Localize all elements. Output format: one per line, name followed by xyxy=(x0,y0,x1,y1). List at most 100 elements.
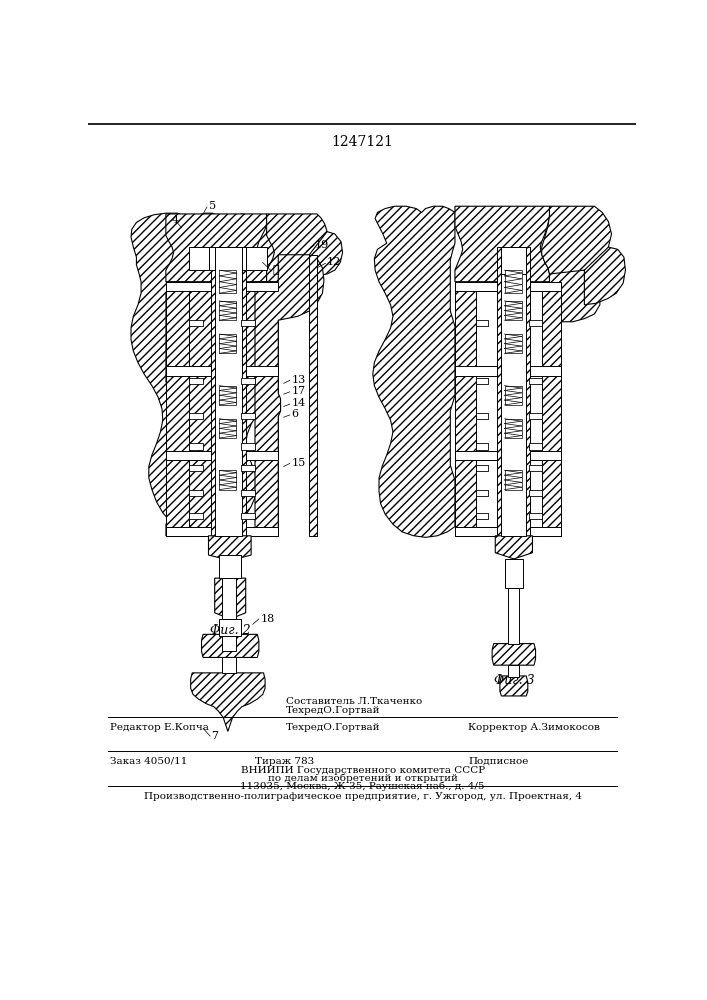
Bar xyxy=(223,578,236,651)
Text: 19: 19 xyxy=(315,240,329,250)
Text: 6: 6 xyxy=(291,409,298,419)
Text: ТехредО.Гортвай: ТехредО.Гортвай xyxy=(286,706,380,715)
Bar xyxy=(530,378,542,384)
Bar xyxy=(219,270,236,293)
Text: Составитель Л.Ткаченко: Составитель Л.Ткаченко xyxy=(286,697,422,706)
Text: 13: 13 xyxy=(291,375,305,385)
Text: по делам изобретений и открытий: по делам изобретений и открытий xyxy=(268,774,457,783)
Bar xyxy=(476,513,489,519)
Polygon shape xyxy=(497,247,530,536)
Bar xyxy=(166,366,279,376)
Polygon shape xyxy=(455,206,549,282)
Text: ВНИИПИ Государственного комитета СССР: ВНИИПИ Государственного комитета СССР xyxy=(240,766,485,775)
Bar xyxy=(455,527,561,536)
Text: Подписное: Подписное xyxy=(468,757,529,766)
Bar xyxy=(209,247,246,270)
Bar xyxy=(530,413,542,419)
Polygon shape xyxy=(189,247,267,270)
Bar xyxy=(505,470,522,490)
Polygon shape xyxy=(191,673,265,731)
Bar xyxy=(241,443,255,450)
Bar xyxy=(530,320,542,326)
Bar xyxy=(189,513,203,519)
Bar xyxy=(530,513,542,519)
Bar xyxy=(505,419,522,438)
Bar xyxy=(189,465,203,471)
Polygon shape xyxy=(309,255,317,536)
Polygon shape xyxy=(585,247,626,305)
Bar xyxy=(219,386,236,405)
Text: Φиг. 3: Φиг. 3 xyxy=(493,674,534,687)
Bar xyxy=(223,657,236,673)
Text: Редактор Е.Копча: Редактор Е.Копча xyxy=(110,723,209,732)
Text: 5: 5 xyxy=(209,201,216,211)
Bar xyxy=(476,378,489,384)
Text: Корректор А.Зимокосов: Корректор А.Зимокосов xyxy=(468,723,600,732)
Text: 4: 4 xyxy=(172,215,179,225)
Bar xyxy=(505,270,522,293)
Bar xyxy=(455,366,561,376)
Polygon shape xyxy=(542,206,612,276)
Text: 18: 18 xyxy=(260,614,275,624)
Polygon shape xyxy=(255,255,324,536)
Bar xyxy=(166,527,279,536)
Bar xyxy=(241,320,255,326)
Polygon shape xyxy=(166,282,189,536)
Bar xyxy=(476,490,489,496)
Bar xyxy=(476,465,489,471)
Text: 7: 7 xyxy=(211,731,218,741)
Bar xyxy=(455,282,561,291)
Bar xyxy=(189,443,203,450)
Bar xyxy=(476,320,489,326)
Bar xyxy=(215,247,242,536)
Text: 12: 12 xyxy=(327,257,341,267)
Bar xyxy=(166,282,279,291)
Polygon shape xyxy=(255,282,279,536)
Text: Φиг. 2: Φиг. 2 xyxy=(210,624,250,637)
Polygon shape xyxy=(495,536,532,559)
Polygon shape xyxy=(131,213,282,536)
Polygon shape xyxy=(209,536,251,560)
Bar xyxy=(508,665,519,677)
Polygon shape xyxy=(211,247,246,536)
Polygon shape xyxy=(492,644,535,665)
Bar xyxy=(241,465,255,471)
Polygon shape xyxy=(373,206,455,537)
Bar xyxy=(241,378,255,384)
Polygon shape xyxy=(542,282,561,536)
Bar xyxy=(530,490,542,496)
Bar xyxy=(189,413,203,419)
Bar xyxy=(505,559,523,588)
Bar xyxy=(508,588,519,644)
Text: 113035, Москва, Ж-35, Раушская наб., д. 4/5: 113035, Москва, Ж-35, Раушская наб., д. … xyxy=(240,781,485,791)
Polygon shape xyxy=(201,634,259,657)
Bar xyxy=(455,451,561,460)
Bar xyxy=(530,465,542,471)
Bar xyxy=(189,490,203,496)
Text: Тираж 783: Тираж 783 xyxy=(255,757,314,766)
Text: Производственно-полиграфическое предприятие, г. Ужгород, ул. Проектная, 4: Производственно-полиграфическое предприя… xyxy=(144,792,582,801)
Bar xyxy=(241,513,255,519)
Bar xyxy=(241,413,255,419)
Text: ℓ: ℓ xyxy=(273,265,279,275)
Polygon shape xyxy=(166,282,189,536)
Bar xyxy=(219,334,236,353)
Polygon shape xyxy=(549,270,600,322)
Bar xyxy=(505,386,522,405)
Bar xyxy=(218,555,241,578)
Polygon shape xyxy=(215,578,246,619)
Polygon shape xyxy=(500,676,528,696)
Bar xyxy=(241,490,255,496)
Text: 15: 15 xyxy=(291,458,305,468)
Bar xyxy=(505,334,522,353)
Text: Заказ 4050/11: Заказ 4050/11 xyxy=(110,757,187,766)
Text: 14: 14 xyxy=(291,398,305,408)
Polygon shape xyxy=(166,214,267,282)
Polygon shape xyxy=(309,232,343,282)
Text: 1247121: 1247121 xyxy=(332,135,394,149)
Bar xyxy=(219,419,236,438)
Text: ТехредО.Гортвай: ТехредО.Гортвай xyxy=(286,723,380,732)
Bar xyxy=(501,247,526,536)
Bar xyxy=(476,413,489,419)
Bar xyxy=(505,301,522,320)
